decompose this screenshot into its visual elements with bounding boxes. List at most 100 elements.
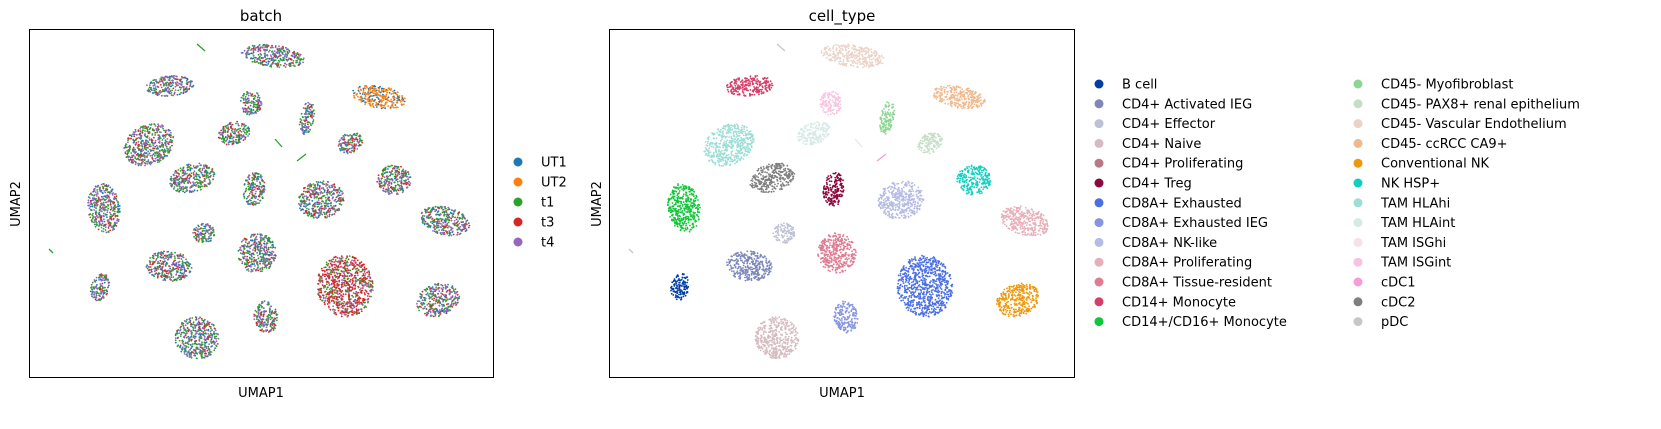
scatter-point: [169, 85, 172, 88]
scatter-point: [321, 192, 324, 195]
scatter-point: [301, 116, 304, 118]
scatter-point: [389, 186, 392, 189]
scatter-point: [154, 90, 157, 92]
scatter-point: [449, 233, 451, 236]
scatter-point: [378, 91, 380, 93]
scatter-point: [327, 301, 330, 304]
scatter-point: [99, 206, 102, 209]
scatter-point: [353, 312, 356, 315]
scatter-point: [274, 54, 277, 57]
scatter-point: [443, 214, 445, 217]
scatter-point: [343, 136, 345, 139]
scatter-point: [304, 124, 306, 127]
scatter-point: [445, 230, 447, 232]
scatter-point: [172, 276, 175, 278]
scatter-point: [242, 99, 245, 101]
scatter-point: [134, 139, 137, 142]
scatter-point: [180, 268, 182, 270]
scatter-point: [154, 139, 157, 142]
scatter-point: [200, 227, 203, 230]
scatter-point: [448, 213, 451, 216]
scatter-point: [149, 260, 152, 263]
scatter-point: [190, 175, 193, 178]
scatter-point: [284, 50, 286, 53]
scatter-point: [344, 141, 346, 143]
scatter-point: [141, 129, 144, 132]
scatter-point: [201, 230, 204, 232]
scatter-point: [98, 221, 101, 224]
scatter-point: [180, 276, 183, 279]
scatter-point: [390, 192, 393, 194]
scatter-point: [232, 139, 235, 142]
scatter-point: [426, 223, 429, 226]
scatter-point: [254, 197, 257, 200]
scatter-point: [257, 94, 260, 97]
scatter-point: [155, 93, 158, 96]
scatter-point: [255, 103, 258, 106]
scatter-point: [195, 226, 198, 229]
scatter-point: [162, 256, 165, 259]
scatter-point: [142, 125, 145, 127]
scatter-point: [367, 92, 369, 95]
scatter-point: [196, 166, 199, 168]
scatter-point: [137, 129, 140, 132]
scatter-point: [219, 137, 221, 139]
scatter-point: [439, 232, 442, 234]
scatter-point: [453, 222, 456, 225]
scatter-point: [363, 271, 366, 273]
scatter-point: [317, 212, 319, 214]
scatter-point: [102, 187, 105, 190]
scatter-point: [393, 190, 396, 192]
scatter-point: [209, 239, 212, 242]
scatter-point: [117, 205, 120, 208]
scatter-point: [324, 202, 326, 204]
scatter-point: [453, 224, 456, 227]
scatter-point: [170, 94, 173, 96]
scatter-point: [107, 231, 109, 233]
scatter-point: [318, 214, 321, 217]
scatter-point: [250, 253, 253, 256]
scatter-point: [162, 252, 165, 255]
scatter-point: [105, 223, 107, 226]
scatter-point: [150, 124, 152, 126]
scatter-point: [389, 192, 391, 195]
scatter-point: [254, 239, 256, 241]
scatter-point: [100, 230, 103, 232]
scatter-point: [394, 104, 397, 106]
scatter-point: [144, 159, 146, 161]
scatter-point: [237, 249, 240, 252]
scatter-point: [161, 124, 163, 126]
scatter-point: [249, 251, 251, 253]
scatter-point: [353, 140, 356, 143]
scatter-point: [310, 189, 313, 192]
scatter-point: [156, 276, 159, 279]
scatter-point: [240, 96, 243, 99]
scatter-point: [330, 194, 333, 197]
scatter-point: [333, 207, 335, 210]
scatter-point: [230, 135, 233, 138]
scatter-point: [421, 216, 424, 218]
scatter-point: [259, 247, 262, 249]
scatter-point: [340, 297, 343, 300]
scatter-point: [239, 252, 242, 255]
scatter-point: [383, 94, 385, 97]
scatter-point: [335, 260, 337, 263]
scatter-point: [261, 266, 264, 269]
scatter-point: [141, 147, 144, 150]
scatter-point: [117, 208, 120, 211]
scatter-point: [386, 97, 389, 100]
scatter-point: [349, 138, 352, 141]
scatter-point: [167, 273, 170, 275]
scatter-point: [139, 130, 142, 133]
scatter-point: [384, 182, 387, 185]
scatter-point: [227, 126, 230, 128]
scatter-point: [178, 82, 181, 85]
scatter-point: [393, 98, 396, 101]
scatter-point: [267, 248, 270, 251]
scatter-point: [192, 165, 195, 167]
scatter-point: [257, 257, 260, 260]
scatter-point: [304, 201, 306, 204]
scatter-point: [338, 197, 341, 199]
scatter-point: [197, 224, 200, 227]
scatter-point: [169, 267, 172, 270]
